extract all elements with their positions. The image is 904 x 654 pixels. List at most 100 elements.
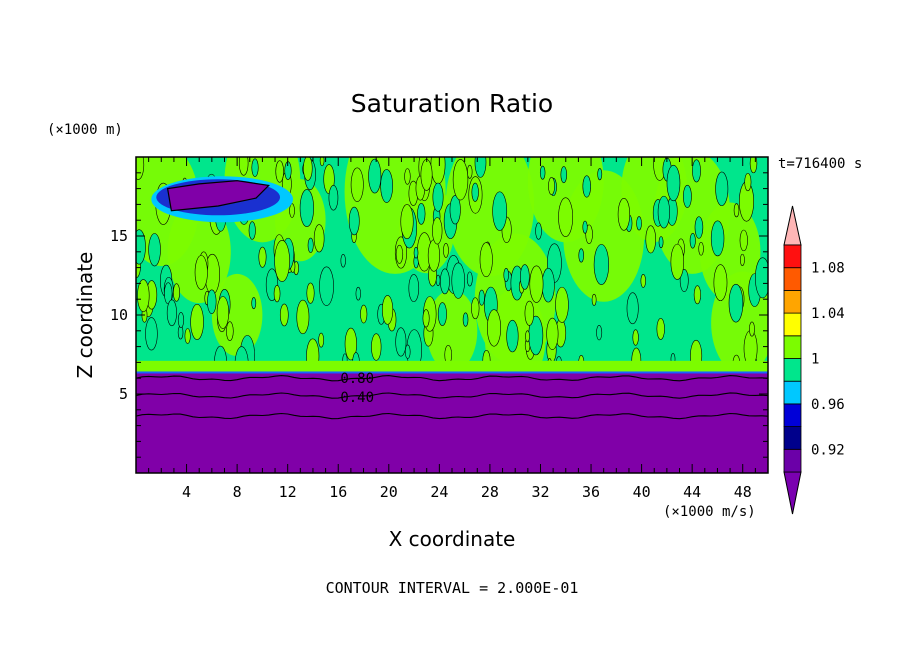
contour-cell bbox=[251, 158, 259, 177]
contour-cell bbox=[645, 225, 657, 254]
x-tick-label: 40 bbox=[633, 483, 651, 501]
contour-cell bbox=[136, 229, 146, 265]
contour-cell bbox=[371, 333, 382, 361]
contour-cell bbox=[596, 325, 603, 341]
contour-cell bbox=[683, 184, 692, 208]
colorbar-segment bbox=[783, 267, 802, 291]
contour-cell bbox=[452, 159, 469, 201]
contour-cell bbox=[478, 289, 485, 306]
contour-cell bbox=[749, 321, 755, 337]
contour-cell bbox=[689, 233, 696, 249]
contour-cell bbox=[400, 204, 414, 240]
contour-cell bbox=[408, 274, 420, 303]
y-tick-label: 10 bbox=[110, 306, 128, 324]
contour-cell bbox=[427, 239, 440, 272]
colorbar-segment bbox=[783, 358, 802, 382]
x-tick-label: 8 bbox=[233, 483, 242, 501]
contour-cell bbox=[190, 303, 204, 340]
contour-cell bbox=[395, 327, 407, 357]
contour-cell bbox=[503, 268, 509, 282]
colorbar-segment bbox=[783, 244, 802, 269]
contour-cell bbox=[194, 255, 208, 290]
contour-cell bbox=[520, 264, 530, 290]
contour-cell bbox=[207, 289, 217, 314]
contour-cell bbox=[226, 321, 234, 341]
contour-cell bbox=[395, 244, 404, 264]
contour-cell bbox=[350, 167, 364, 202]
colorbar-over-triangle bbox=[783, 205, 802, 246]
contour-cell bbox=[733, 203, 740, 218]
contour-cell bbox=[506, 319, 519, 353]
contour-cell bbox=[636, 216, 642, 231]
contour-line bbox=[136, 412, 768, 420]
contour-cell bbox=[449, 195, 461, 225]
contour-cell bbox=[740, 253, 745, 266]
contour-cell bbox=[437, 302, 447, 326]
x-tick-label: 48 bbox=[734, 483, 752, 501]
contour-line bbox=[136, 375, 768, 382]
contour-cell bbox=[626, 292, 639, 325]
contour-cell bbox=[299, 189, 314, 228]
contour-cell bbox=[319, 157, 325, 167]
contour-cell bbox=[462, 312, 469, 327]
contour-cell bbox=[432, 182, 444, 212]
x-tick-label: 12 bbox=[279, 483, 297, 501]
y-tick-label: 5 bbox=[119, 385, 128, 403]
contour-cell bbox=[355, 286, 361, 301]
contour-cell bbox=[380, 169, 393, 203]
contour-cell bbox=[471, 182, 479, 202]
x-axis-label: X coordinate bbox=[389, 527, 516, 551]
contour-cell bbox=[525, 330, 530, 343]
x-tick-label: 4 bbox=[182, 483, 191, 501]
contour-cell bbox=[451, 262, 465, 299]
contour-cell bbox=[258, 246, 267, 268]
contour-cell bbox=[306, 282, 315, 304]
dry-patch bbox=[166, 180, 270, 212]
contour-cell bbox=[422, 309, 430, 328]
contour-cell bbox=[177, 312, 185, 328]
contour-labels: 0.80 0.40 bbox=[340, 371, 374, 406]
contour-cell bbox=[318, 332, 325, 348]
contour-cell bbox=[670, 243, 685, 280]
dry-layer bbox=[136, 373, 768, 473]
contour-cell bbox=[340, 253, 346, 268]
contour-cell bbox=[548, 177, 555, 195]
contour-cell bbox=[715, 171, 729, 207]
contour-cell bbox=[492, 191, 508, 231]
contour-cell bbox=[710, 220, 725, 257]
contour-cell bbox=[344, 327, 357, 361]
colorbar-segment bbox=[783, 380, 802, 405]
colorbar-segment bbox=[783, 448, 802, 473]
contour-value-label: 0.80 bbox=[340, 371, 374, 387]
contour-cell bbox=[578, 248, 584, 263]
contour-cell bbox=[166, 299, 177, 327]
contour-cell bbox=[238, 157, 249, 176]
contour-cell bbox=[145, 317, 158, 351]
contour-interval-footer: CONTOUR INTERVAL = 2.000E-01 bbox=[326, 579, 579, 597]
contour-cell bbox=[474, 157, 487, 178]
y-tick-label: 15 bbox=[110, 227, 128, 245]
contour-cell bbox=[692, 159, 701, 183]
contour-cell bbox=[632, 329, 639, 346]
contour-cell bbox=[744, 172, 752, 192]
contour-cell bbox=[443, 243, 449, 258]
contour-cell bbox=[640, 274, 646, 288]
contour-cell bbox=[524, 300, 535, 326]
colorbar-tick-label: 0.96 bbox=[811, 397, 845, 413]
contour-cell bbox=[404, 168, 411, 185]
contour-cell bbox=[279, 303, 289, 327]
contour-cell bbox=[307, 237, 314, 253]
contour-cell bbox=[487, 309, 501, 347]
contour-cell bbox=[593, 244, 610, 285]
contour-cell bbox=[728, 283, 744, 323]
colorbar-segment bbox=[783, 403, 802, 427]
contour-cell bbox=[248, 221, 256, 240]
y-axis-ticks: 5 10 15 bbox=[110, 172, 768, 458]
contour-cell bbox=[529, 265, 544, 303]
contour-cell bbox=[420, 159, 433, 191]
contour-cell bbox=[597, 168, 603, 181]
contour-cell bbox=[184, 328, 191, 344]
contour-cell bbox=[368, 158, 382, 194]
y-axis-label: Z coordinate bbox=[73, 252, 97, 379]
contour-cell bbox=[360, 304, 368, 324]
